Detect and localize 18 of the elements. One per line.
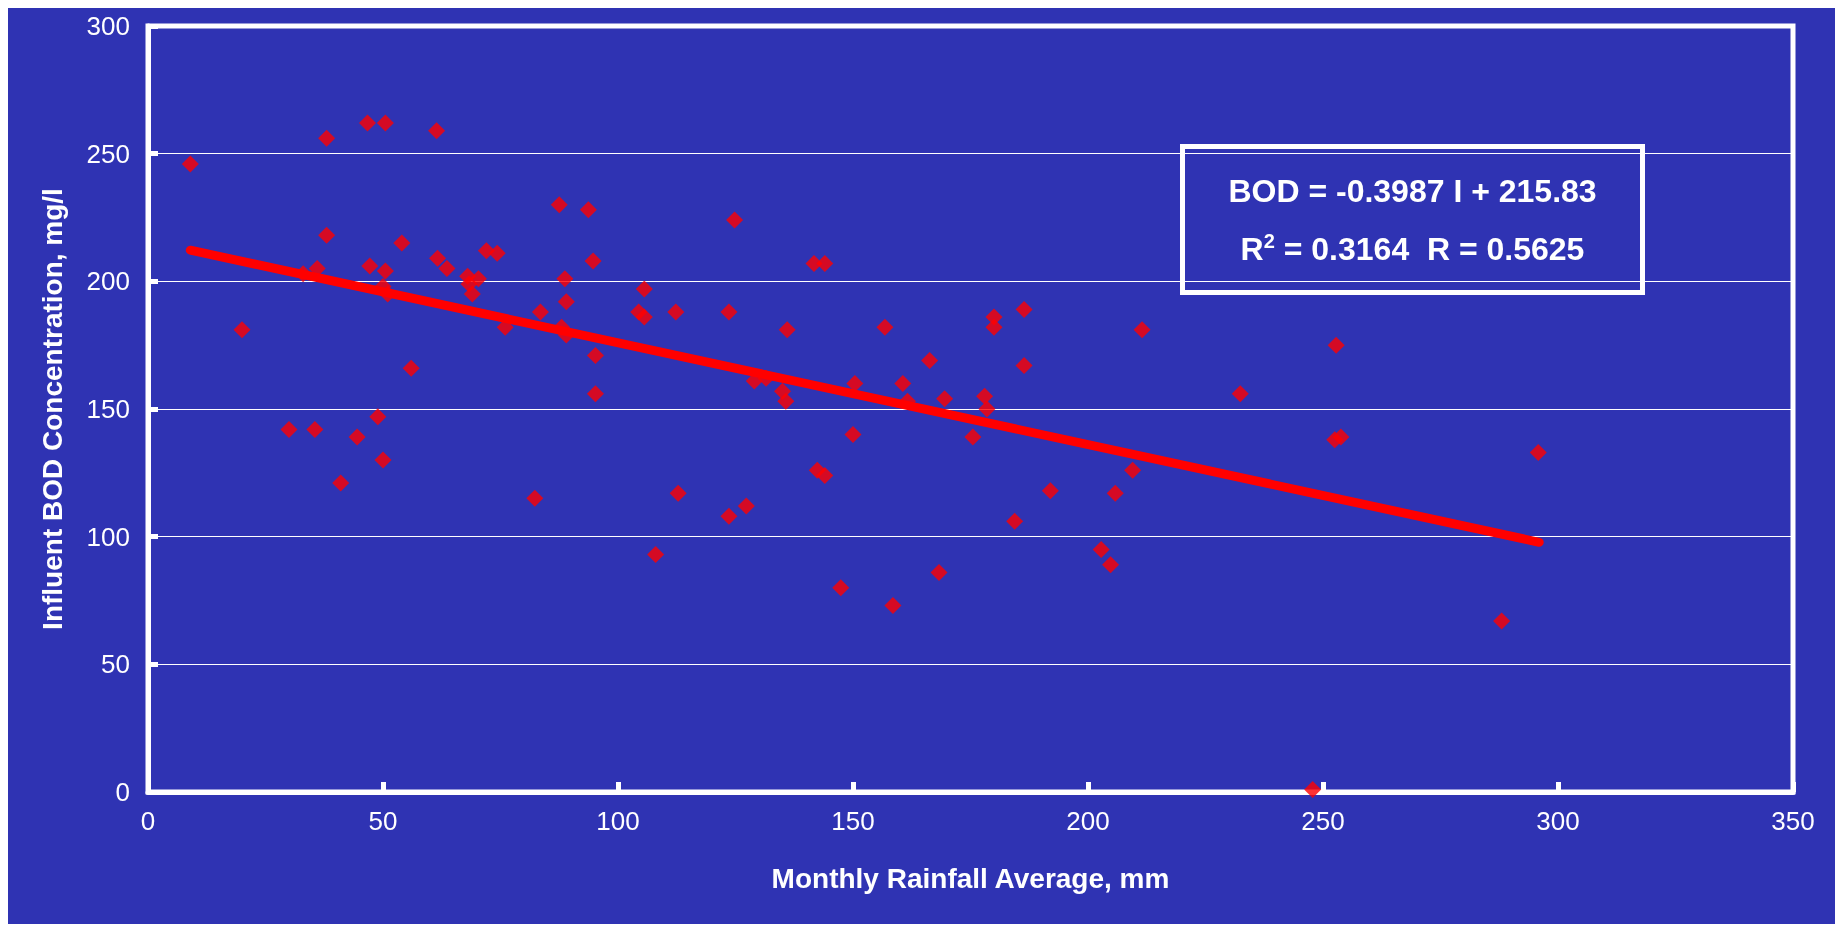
x-tick-label: 100: [596, 806, 640, 836]
y-tick-label: 100: [86, 521, 130, 552]
y-axis-title: Influent BOD Concentration, mg/l: [36, 188, 68, 630]
x-tick-label: 300: [1536, 806, 1580, 836]
x-tick-label: 200: [1066, 806, 1110, 836]
y-tick-label: 250: [86, 138, 130, 169]
x-tick-label: 350: [1771, 806, 1815, 836]
x-tick-label: 0: [140, 806, 156, 836]
x-tick-label: 150: [831, 806, 875, 836]
y-tick-label: 300: [86, 11, 130, 41]
annotation: BOD = -0.3987 I + 215.83: [1228, 172, 1597, 209]
y-tick-label: 150: [86, 394, 130, 424]
x-axis-title: Monthly Rainfall Average, mm: [771, 862, 1170, 894]
y-tick-label: 0: [115, 777, 130, 807]
x-tick-label: 250: [1301, 806, 1345, 836]
y-tick-label: 50: [101, 649, 130, 680]
x-tick-label: 50: [368, 806, 398, 836]
y-tick-label: 200: [86, 266, 130, 297]
